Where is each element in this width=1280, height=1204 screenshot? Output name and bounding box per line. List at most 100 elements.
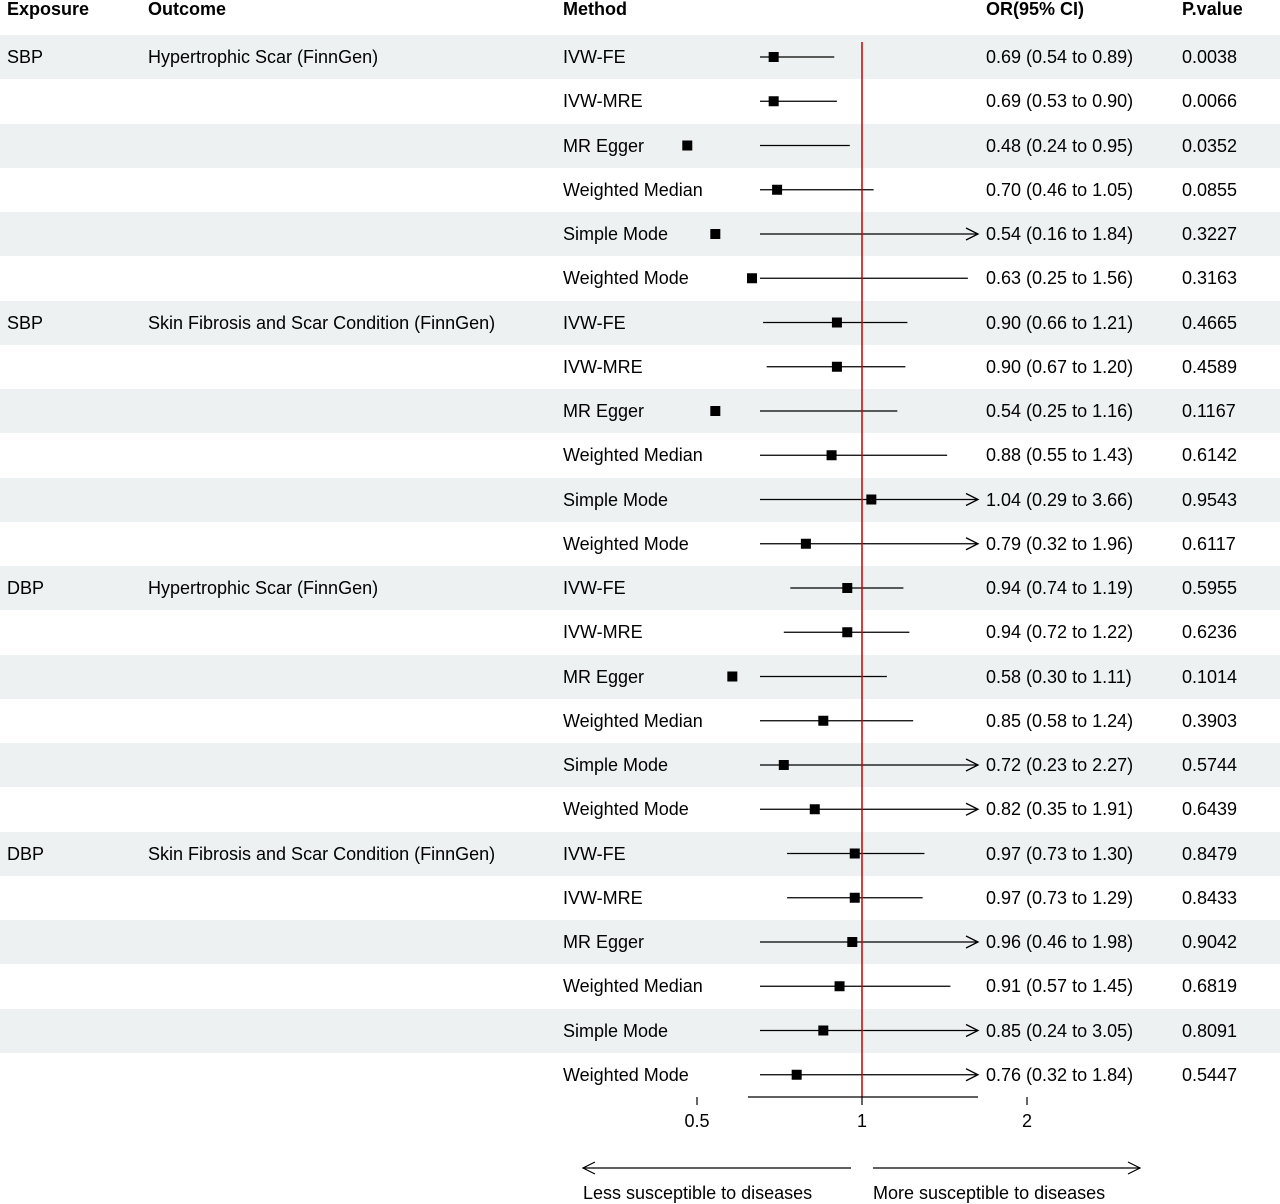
ci-arrow bbox=[965, 1023, 980, 1038]
point-estimate bbox=[842, 627, 853, 638]
method-cell: MR Egger bbox=[563, 135, 645, 156]
pvalue-cell: 0.8433 bbox=[1182, 887, 1238, 908]
outcome-cell: Skin Fibrosis and Scar Condition (FinnGe… bbox=[148, 843, 496, 864]
row-shading bbox=[0, 654, 1280, 699]
point-estimate bbox=[831, 361, 842, 372]
method-cell: Weighted Mode bbox=[563, 1064, 689, 1085]
method-cell: IVW-FE bbox=[563, 312, 626, 333]
or-ci-cell: 0.54 (0.16 to 1.84) bbox=[986, 224, 1134, 244]
pvalue-cell: 0.6439 bbox=[1182, 799, 1238, 820]
point-estimate bbox=[849, 848, 860, 859]
point-estimate bbox=[866, 494, 877, 505]
pvalue-cell: 0.3163 bbox=[1182, 268, 1238, 289]
row-shading bbox=[0, 1008, 1280, 1053]
ci-arrow bbox=[965, 758, 980, 772]
row-shading bbox=[0, 35, 1280, 79]
method-cell: MR Egger bbox=[563, 666, 645, 687]
row-shading bbox=[0, 566, 1280, 610]
pvalue-cell: 0.0066 bbox=[1182, 91, 1238, 112]
header-or-ci: OR(95% CI) bbox=[986, 0, 1085, 19]
or-ci-cell: 0.82 (0.35 to 1.91) bbox=[986, 799, 1134, 820]
point-estimate bbox=[727, 671, 738, 682]
ci-arrow bbox=[965, 1068, 980, 1082]
method-cell: IVW-MRE bbox=[563, 356, 643, 377]
ci-arrow bbox=[965, 492, 980, 507]
point-estimate bbox=[768, 96, 779, 107]
pvalue-cell: 0.6142 bbox=[1182, 445, 1238, 466]
exposure-cell: DBP bbox=[7, 843, 45, 864]
row-shading bbox=[0, 123, 1280, 168]
method-cell: Simple Mode bbox=[563, 224, 669, 244]
or-ci-cell: 0.69 (0.53 to 0.90) bbox=[986, 91, 1134, 112]
row-shading bbox=[0, 300, 1280, 345]
method-cell: IVW-FE bbox=[563, 578, 626, 598]
or-ci-cell: 0.94 (0.72 to 1.22) bbox=[986, 622, 1134, 643]
or-ci-cell: 0.88 (0.55 to 1.43) bbox=[986, 445, 1134, 466]
or-ci-cell: 0.90 (0.67 to 1.20) bbox=[986, 356, 1134, 377]
or-ci-cell: 0.70 (0.46 to 1.05) bbox=[986, 179, 1134, 200]
method-cell: Simple Mode bbox=[563, 755, 669, 775]
or-ci-cell: 0.97 (0.73 to 1.29) bbox=[986, 887, 1134, 908]
or-ci-cell: 0.90 (0.66 to 1.21) bbox=[986, 312, 1134, 333]
point-estimate bbox=[772, 184, 783, 195]
direction-left-arrowhead bbox=[581, 1161, 596, 1175]
method-cell: IVW-MRE bbox=[563, 887, 643, 908]
method-cell: IVW-MRE bbox=[563, 622, 643, 643]
point-estimate bbox=[747, 273, 758, 284]
point-estimate bbox=[847, 937, 858, 947]
outcome-cell: Hypertrophic Scar (FinnGen) bbox=[148, 578, 379, 598]
row-shading bbox=[0, 477, 1280, 522]
or-ci-cell: 0.97 (0.73 to 1.30) bbox=[986, 843, 1134, 864]
ci-arrow bbox=[965, 227, 980, 241]
point-estimate bbox=[818, 715, 829, 726]
point-estimate bbox=[849, 892, 860, 903]
method-cell: Weighted Median bbox=[563, 179, 703, 200]
pvalue-cell: 0.1014 bbox=[1182, 666, 1238, 687]
or-ci-cell: 0.63 (0.25 to 1.56) bbox=[986, 268, 1134, 289]
or-ci-cell: 1.04 (0.29 to 3.66) bbox=[986, 489, 1134, 510]
pvalue-cell: 0.1167 bbox=[1182, 401, 1236, 421]
pvalue-cell: 0.6117 bbox=[1182, 533, 1236, 554]
ci-arrow bbox=[965, 537, 980, 551]
or-ci-cell: 0.72 (0.23 to 2.27) bbox=[986, 755, 1134, 775]
point-estimate bbox=[710, 406, 721, 416]
point-estimate bbox=[791, 1069, 802, 1080]
method-cell: Weighted Mode bbox=[563, 799, 689, 820]
direction-right-arrowhead bbox=[1127, 1161, 1142, 1175]
exposure-cell: DBP bbox=[7, 578, 45, 598]
pvalue-cell: 0.6236 bbox=[1182, 622, 1238, 643]
point-estimate bbox=[682, 140, 693, 151]
pvalue-cell: 0.5744 bbox=[1182, 755, 1238, 775]
exposure-cell: SBP bbox=[7, 47, 44, 67]
method-cell: Weighted Median bbox=[563, 710, 703, 731]
x-tick-label: 0.5 bbox=[684, 1111, 709, 1131]
row-shading bbox=[0, 743, 1280, 787]
method-cell: IVW-MRE bbox=[563, 91, 643, 112]
row-shading bbox=[0, 920, 1280, 964]
method-cell: MR Egger bbox=[563, 401, 645, 421]
point-estimate bbox=[818, 1025, 829, 1036]
outcome-cell: Skin Fibrosis and Scar Condition (FinnGe… bbox=[148, 312, 496, 333]
ci-arrow bbox=[965, 802, 980, 816]
or-ci-cell: 0.48 (0.24 to 0.95) bbox=[986, 135, 1134, 156]
method-cell: Weighted Median bbox=[563, 445, 703, 466]
header-outcome: Outcome bbox=[148, 0, 227, 19]
ci-arrow bbox=[965, 935, 980, 949]
point-estimate bbox=[768, 52, 779, 62]
pvalue-cell: 0.4665 bbox=[1182, 312, 1238, 333]
method-cell: MR Egger bbox=[563, 932, 645, 952]
x-tick-label: 2 bbox=[1022, 1111, 1032, 1131]
method-cell: Weighted Median bbox=[563, 976, 703, 997]
pvalue-cell: 0.9543 bbox=[1182, 489, 1238, 510]
point-estimate bbox=[842, 583, 853, 593]
row-shading bbox=[0, 212, 1280, 256]
pvalue-cell: 0.3227 bbox=[1182, 224, 1238, 244]
or-ci-cell: 0.96 (0.46 to 1.98) bbox=[986, 932, 1134, 952]
method-cell: Simple Mode bbox=[563, 489, 669, 510]
point-estimate bbox=[826, 450, 837, 461]
pvalue-cell: 0.8479 bbox=[1182, 843, 1238, 864]
pvalue-cell: 0.9042 bbox=[1182, 932, 1238, 952]
outcome-cell: Hypertrophic Scar (FinnGen) bbox=[148, 47, 379, 67]
or-ci-cell: 0.69 (0.54 to 0.89) bbox=[986, 47, 1134, 67]
point-estimate bbox=[710, 229, 721, 239]
